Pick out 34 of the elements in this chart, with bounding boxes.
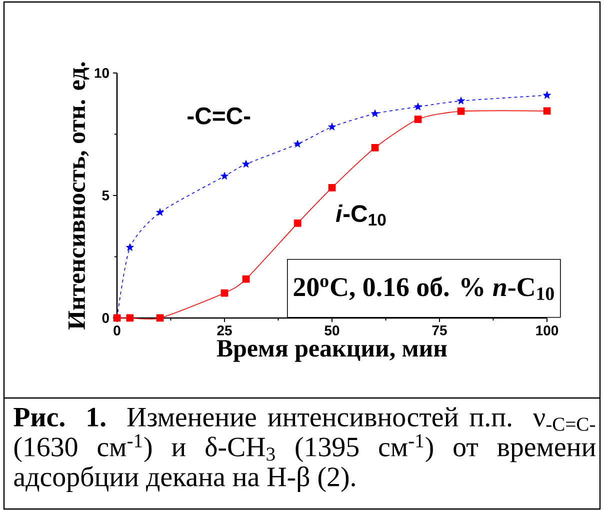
y-tick-label: 5 [102, 190, 110, 200]
x-tick-label: 0 [114, 325, 120, 336]
x-tick-label: 75 [432, 326, 447, 336]
point [328, 122, 336, 131]
point [456, 96, 466, 105]
point [220, 172, 229, 180]
point [293, 140, 302, 148]
point [370, 109, 380, 118]
y-axis-title: Интенсивность, отн. ед. [68, 62, 90, 330]
point [543, 107, 551, 115]
text: Рис. 1. Изменение интенсивностей п.п. ν$_{-C=C-}$ (1630 см$^{-1}$) и δ-CH$_{3}$ (1395 см$^{-1}$) от времени адсорбции декана на H-β (2). [14, 407, 596, 492]
point [328, 184, 336, 192]
x-tick-label: 25 [217, 325, 232, 336]
series-label: -C=C- [188, 107, 250, 124]
point [414, 102, 422, 110]
series-label: i-C$_{10}$ [336, 204, 386, 226]
point [371, 144, 379, 152]
y-tick-label: 10 [94, 68, 109, 78]
x-tick-label: 50 [324, 325, 340, 336]
point [126, 242, 134, 252]
point [414, 116, 422, 123]
x-tick-label: 100 [536, 325, 558, 336]
y-tick-label: 0 [102, 313, 109, 323]
point [242, 275, 250, 283]
point [220, 289, 228, 297]
point [156, 208, 164, 216]
point [457, 108, 465, 115]
point [294, 219, 302, 227]
point [242, 160, 250, 168]
annotation: 20$^{o}$C, 0.16 об. % n-C$_{10}$ [294, 276, 554, 300]
x-axis-title: Время реакции, мин [216, 340, 447, 362]
point [126, 314, 134, 322]
point [156, 314, 164, 322]
point [542, 90, 552, 99]
